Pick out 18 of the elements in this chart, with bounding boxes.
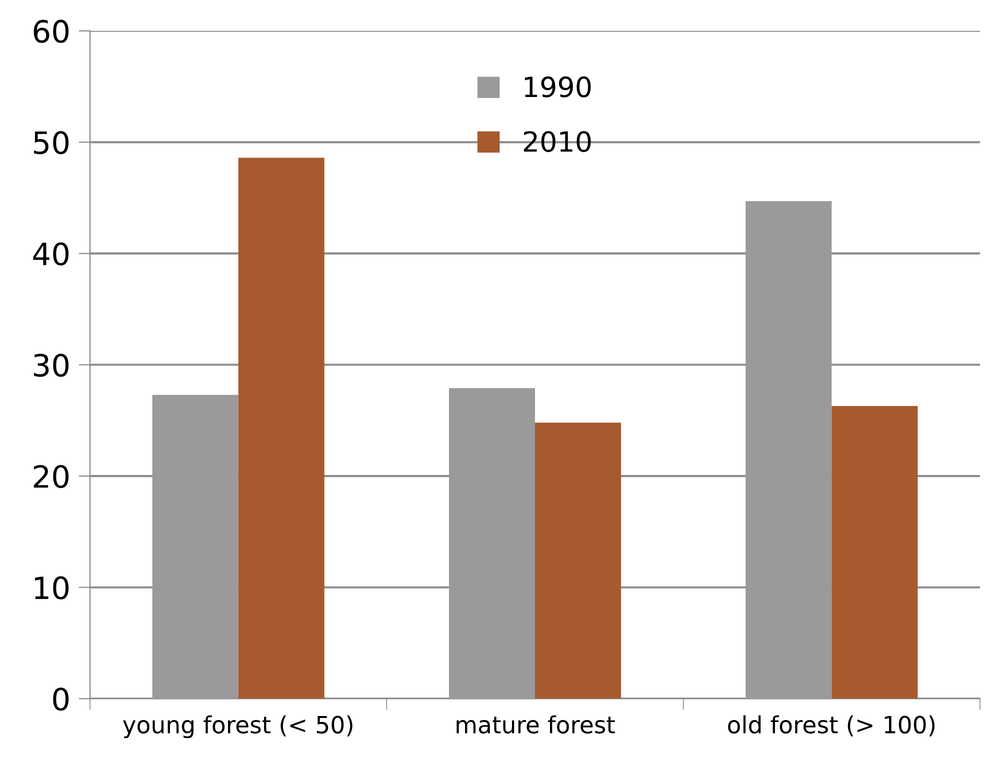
y-tick-label: 10 (35, 576, 69, 600)
bar (535, 422, 622, 699)
bar (238, 158, 324, 699)
y-tick-label: 30 (34, 354, 69, 377)
legend-label: 1990 (524, 76, 591, 98)
bar (746, 201, 832, 699)
y-tick-label: 50 (34, 131, 69, 154)
y-tick-label: 40 (33, 242, 69, 266)
x-tick-label: young forest (< 50) (122, 715, 352, 738)
legend-label: 2010 (524, 131, 591, 152)
x-tick-label: old forest (> 100) (728, 715, 935, 736)
bar (152, 394, 238, 699)
y-tick-label: 20 (34, 464, 69, 488)
bar (448, 388, 535, 699)
y-tick-label: 0 (53, 688, 69, 711)
bar (832, 406, 918, 699)
x-tick-label: mature forest (456, 715, 615, 734)
y-tick-label: 60 (34, 20, 69, 43)
